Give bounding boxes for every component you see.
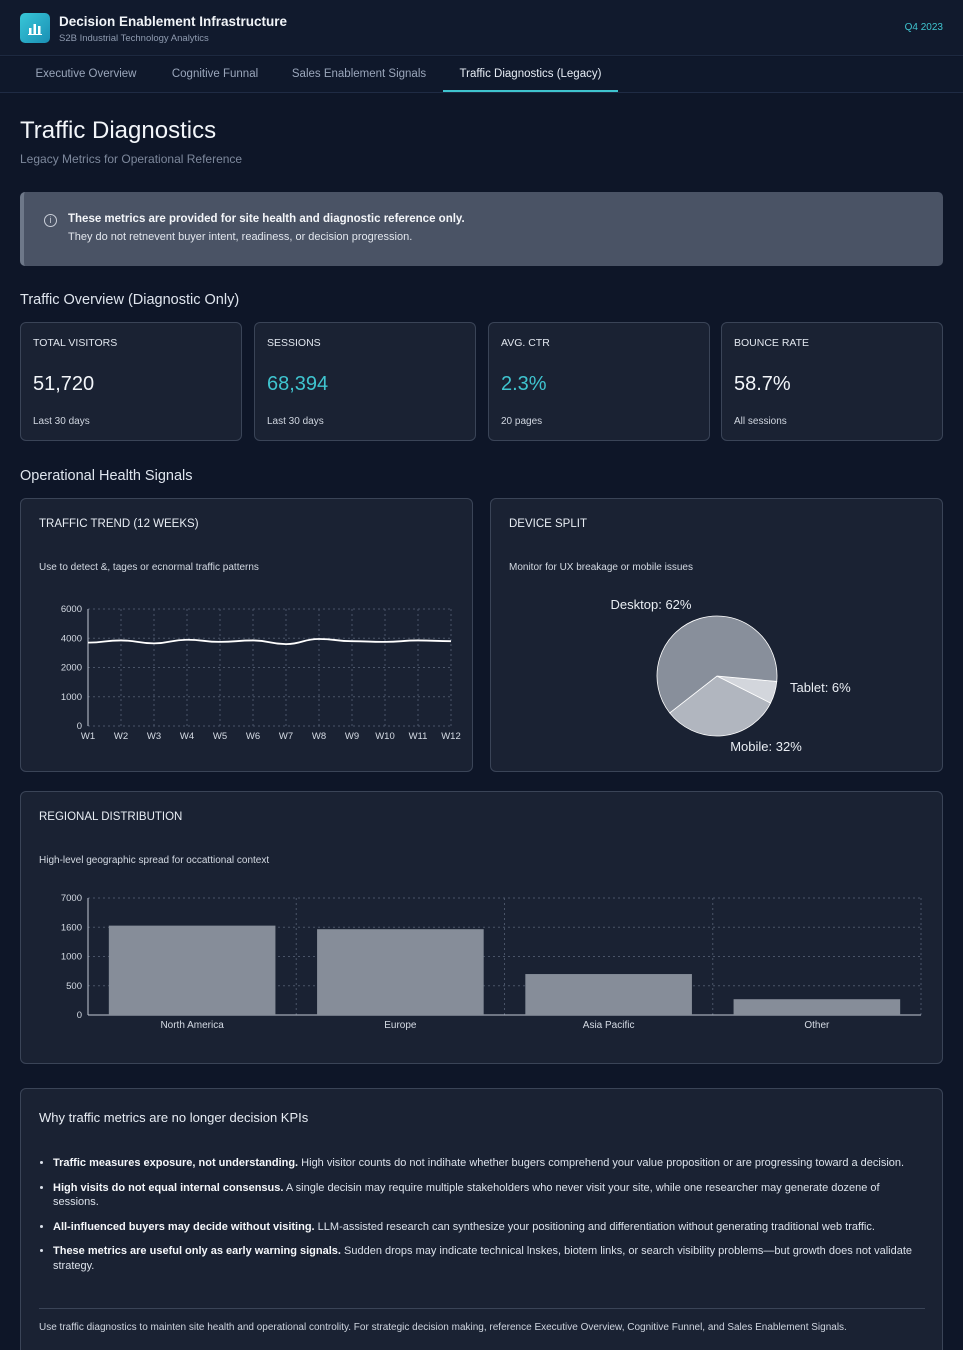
tab-bar: Executive Overview Cognitive Funnal Sale…: [0, 57, 963, 93]
kpi-label: TOTAL VISITORS: [33, 337, 118, 349]
y-tick-label: 6000: [61, 604, 82, 615]
x-tick-label: W11: [409, 731, 428, 742]
device-split-panel: DEVICE SPLIT Monitor for UX breakage or …: [490, 498, 943, 772]
kpi-value: 58.7%: [734, 373, 791, 395]
x-tick-label: W8: [312, 731, 326, 742]
panel-note: Monitor for UX breakage or mobile issues: [509, 562, 693, 573]
list-item-bold: These metrics are useful only as early w…: [53, 1245, 341, 1257]
device-split-chart: Desktop: 62% Mobile: 32% Tablet: 6%: [611, 597, 852, 754]
panel-note: High-level geographic spread for occatti…: [39, 855, 270, 866]
x-tick-label: Other: [804, 1020, 830, 1031]
list-item-bold: Traffic measures exposure, not understan…: [53, 1157, 299, 1169]
pie-slice-mobile: [669, 675, 772, 737]
y-tick-label: 0: [77, 1010, 82, 1021]
divider: [39, 1308, 925, 1309]
kpi-card-sessions: SESSIONS 68,394 Last 30 days: [254, 322, 476, 441]
kpi-card-avg-ctr: AVG. CTR 2.3% 20 pages: [488, 322, 710, 441]
traffic-overview-title: Traffic Overview (Diagnostic Only): [20, 292, 240, 308]
x-tick-label: W2: [114, 731, 128, 742]
x-tick-label: W7: [279, 731, 293, 742]
footer-note: Use traffic diagnostics to mainten site …: [39, 1322, 847, 1333]
traffic-trend-panel: TRAFFIC TREND (12 WEEKS) Use to detect &…: [20, 498, 473, 772]
x-tick-label: Asia Pacific: [583, 1020, 635, 1031]
x-tick-label: W9: [345, 731, 359, 742]
regional-distribution-panel: REGIONAL DISTRIBUTION High-level geograp…: [20, 791, 943, 1064]
x-tick-label: W12: [441, 731, 461, 742]
list-item-bold: All-influenced buyers may decide without…: [53, 1220, 315, 1233]
bar-europe: [317, 929, 484, 1015]
tab-sales-enablement-signals[interactable]: Sales Enablement Signals: [291, 68, 427, 80]
panel-title: TRAFFIC TREND (12 WEEKS): [39, 518, 199, 530]
info-icon: i: [44, 214, 57, 227]
notice-text: They do not retnevent buyer intent, read…: [68, 231, 413, 243]
list-item: High visits do not equal internal consen…: [53, 1181, 913, 1210]
bar-north-america: [108, 925, 276, 1015]
regional-distribution-chart: 0 500 1000 1600 7000 North America Europe Asia …: [61, 893, 922, 1031]
x-tick-label: W5: [213, 731, 227, 742]
y-tick-label: 0: [77, 721, 82, 732]
kpi-card-total-visitors: TOTAL VISITORS 51,720 Last 30 days: [20, 322, 242, 441]
kpi-note: Last 30 days: [267, 416, 324, 427]
why-traffic-panel: Why traffic metrics are no longer decisi…: [20, 1088, 943, 1350]
kpi-value: 51,720: [33, 373, 95, 395]
x-tick-label: North America: [160, 1020, 224, 1031]
x-tick-label: W3: [147, 731, 161, 742]
pie-slice-desktop: [656, 615, 778, 714]
diagnostic-notice: i These metrics are provided for site he…: [20, 192, 943, 266]
why-list: Traffic measures exposure, not understan…: [53, 1156, 913, 1283]
x-tick-label: W4: [180, 731, 194, 742]
kpi-label: BOUNCE RATE: [734, 337, 810, 349]
kpi-label: AVG. CTR: [501, 337, 550, 349]
tab-executive-overview[interactable]: Executive Overview: [35, 68, 137, 80]
kpi-note: Last 30 days: [33, 416, 90, 427]
page-title: Traffic Diagnostics: [20, 117, 217, 144]
x-tick-label: Europe: [384, 1020, 417, 1031]
page-subtitle: Legacy Metrics for Operational Reference: [20, 152, 243, 166]
y-tick-label: 2000: [61, 663, 82, 674]
kpi-value: 68,394: [267, 373, 329, 395]
pie-label-tablet: Tablet: 6%: [790, 680, 851, 695]
tab-cognitive-funnal[interactable]: Cognitive Funnal: [171, 68, 259, 80]
y-tick-label: 1000: [61, 952, 82, 963]
list-item-bold: High visits do not equal internal consen…: [53, 1181, 284, 1194]
series-line: [87, 638, 452, 646]
y-tick-label: 500: [66, 981, 82, 992]
app-subtitle: S2B Industrial Technology Analytics: [59, 33, 209, 44]
kpi-note: All sessions: [734, 416, 787, 427]
bar-chart-icon: [20, 13, 50, 43]
pie-label-desktop: Desktop: 62%: [611, 597, 692, 612]
kpi-label: SESSIONS: [267, 337, 321, 349]
panel-note: Use to detect &, tages or ecnormal traff…: [39, 562, 259, 573]
kpi-note: 20 pages: [501, 416, 543, 427]
bar-other: [733, 999, 901, 1015]
y-tick-label: 4000: [61, 633, 82, 644]
list-item: These metrics are useful only as early w…: [53, 1244, 913, 1273]
x-tick-label: W1: [81, 731, 95, 742]
kpi-value: 2.3%: [501, 373, 547, 395]
panel-title: DEVICE SPLIT: [509, 518, 587, 530]
bar-asia-pacific: [525, 974, 692, 1015]
y-tick-label: 1000: [61, 692, 82, 703]
list-item: All-influenced buyers may decide without…: [53, 1220, 913, 1235]
operational-health-title: Operational Health Signals: [20, 468, 193, 484]
list-item-text: High visitor counts do not indihate whet…: [298, 1157, 905, 1169]
top-bar: Decision Enablement Infrastructure S2B I…: [0, 0, 963, 56]
period-badge: Q4 2023: [904, 22, 943, 33]
x-tick-label: W10: [375, 731, 395, 742]
list-item-text: LLM-assisted research can synthesize you…: [314, 1220, 875, 1233]
x-tick-label: W6: [246, 731, 260, 742]
kpi-card-bounce-rate: BOUNCE RATE 58.7% All sessions: [721, 322, 943, 441]
y-tick-label: 1600: [61, 922, 82, 933]
pie-label-mobile: Mobile: 32%: [730, 739, 802, 754]
app-title: Decision Enablement Infrastructure: [59, 14, 288, 29]
traffic-trend-chart: 0 1000 2000 4000 6000 W1 W2 W3 W4 W5 W6 W7 W8 W9 W10 W1…: [61, 604, 461, 742]
why-title: Why traffic metrics are no longer decisi…: [39, 1110, 309, 1125]
panel-title: REGIONAL DISTRIBUTION: [39, 811, 183, 823]
list-item-text: Sudden drops may indicate technical lnsk…: [53, 1245, 913, 1272]
tab-traffic-diagnostics[interactable]: Traffic Diagnostics (Legacy): [443, 57, 618, 92]
y-tick-label: 7000: [61, 893, 82, 904]
notice-bold-text: These metrics are provided for site heal…: [68, 213, 465, 225]
list-item: Traffic measures exposure, not understan…: [53, 1156, 913, 1171]
list-item-text: A single decisin may require multiple st…: [53, 1181, 880, 1209]
